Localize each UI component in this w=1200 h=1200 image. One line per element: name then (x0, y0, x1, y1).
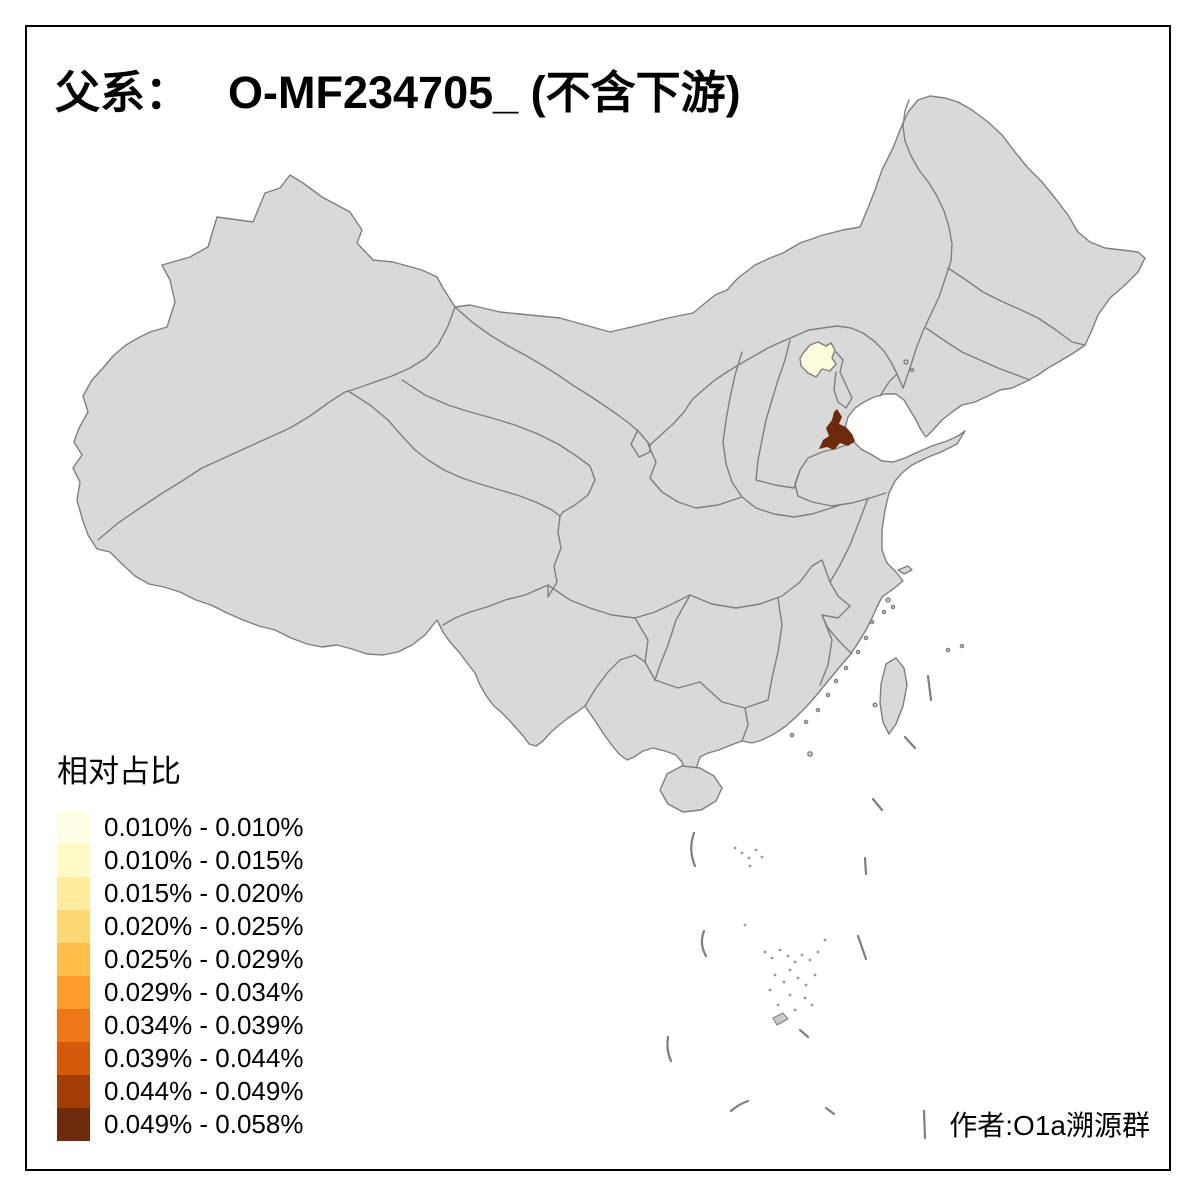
taiwan-island (879, 657, 908, 735)
legend-row: 0.015% - 0.020% (57, 877, 303, 910)
legend-swatch (57, 844, 90, 877)
legend-row: 0.025% - 0.029% (57, 943, 303, 976)
legend-label: 0.039% - 0.044% (104, 1043, 304, 1073)
map-title-prefix: 父系： (55, 67, 191, 118)
legend-swatch (57, 811, 90, 844)
legend-swatch (57, 1108, 90, 1141)
legend-swatch (57, 910, 90, 943)
legend-swatch (57, 877, 90, 910)
legend-swatch (57, 1075, 90, 1108)
highlight-region-beijing (799, 341, 837, 378)
province-borders (97, 99, 1086, 742)
legend-label: 0.020% - 0.025% (104, 911, 304, 941)
legend-swatch (57, 943, 90, 976)
legend-row: 0.020% - 0.025% (57, 910, 303, 943)
legend-swatch (57, 1009, 90, 1042)
coastal-islands (789, 359, 965, 757)
legend-row: 0.044% - 0.049% (57, 1075, 303, 1108)
nine-dash-line (666, 674, 933, 1140)
plot-frame (25, 25, 1171, 1171)
legend-label: 0.049% - 0.058% (104, 1109, 304, 1139)
legend-row: 0.049% - 0.058% (57, 1108, 303, 1141)
legend-label: 0.029% - 0.034% (104, 977, 304, 1007)
legend: 相对占比 0.010% - 0.010% 0.010% - 0.015% 0.0… (57, 746, 303, 1141)
legend-label: 0.025% - 0.029% (104, 944, 304, 974)
legend-row: 0.010% - 0.015% (57, 844, 303, 877)
legend-title: 相对占比 (57, 754, 181, 789)
legend-label: 0.010% - 0.010% (104, 812, 304, 842)
legend-label: 0.015% - 0.020% (104, 878, 304, 908)
legend-label: 0.010% - 0.015% (104, 845, 304, 875)
legend-label: 0.044% - 0.049% (104, 1076, 304, 1106)
legend-row: 0.034% - 0.039% (57, 1009, 303, 1042)
legend-rows: 0.010% - 0.010% 0.010% - 0.015% 0.015% -… (57, 811, 303, 1141)
map-title-haplogroup: O-MF234705_ (不含下游) (228, 67, 741, 118)
highlight-region-west-shandong (819, 409, 855, 450)
legend-row: 0.010% - 0.010% (57, 811, 303, 844)
hainan-island (659, 765, 723, 813)
mainland-china-region (72, 95, 1146, 784)
author-attribution: 作者:O1a溯源群 (949, 1110, 1150, 1141)
map-title: 父系： O-MF234705_ (不含下游) (55, 56, 741, 121)
legend-swatch (57, 1042, 90, 1075)
legend-label: 0.034% - 0.039% (104, 1010, 304, 1040)
south-china-sea-islets (733, 846, 827, 1026)
legend-swatch (57, 976, 90, 1009)
legend-row: 0.039% - 0.044% (57, 1042, 303, 1075)
legend-row: 0.029% - 0.034% (57, 976, 303, 1009)
